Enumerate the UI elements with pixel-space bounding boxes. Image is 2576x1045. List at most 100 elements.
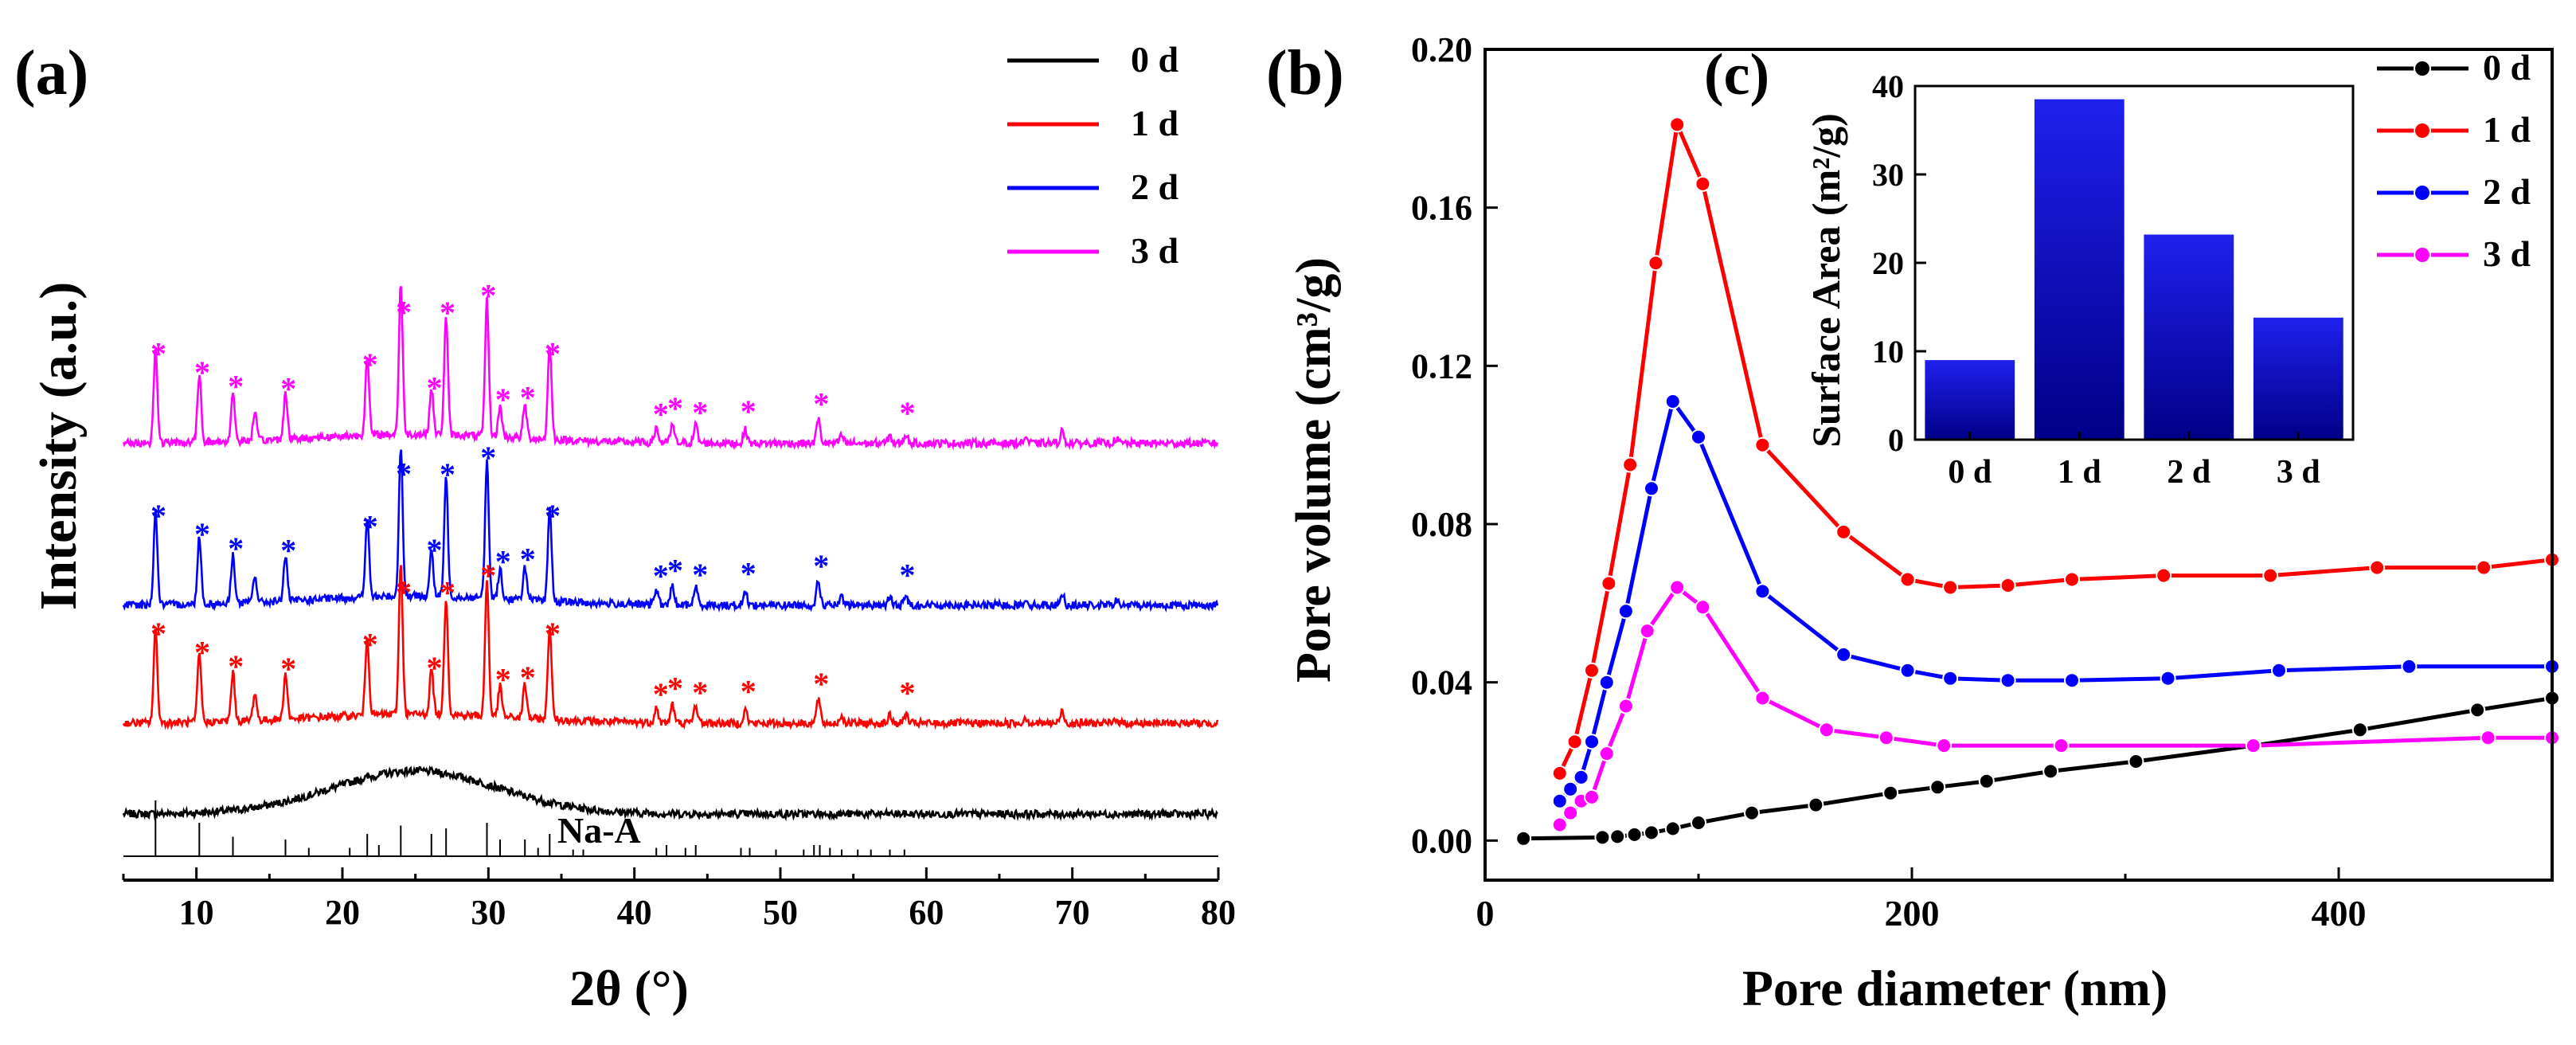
- peak-star-2-d: *: [667, 552, 683, 588]
- pore-point-3-d: [1818, 722, 1835, 738]
- pore-point-2-d: [1664, 393, 1681, 409]
- peak-star-2-d: *: [813, 548, 829, 584]
- pore-point-2-d: [1691, 429, 1706, 445]
- pore-point-1-d: [2156, 567, 2172, 584]
- peak-star-2-d: *: [900, 557, 916, 593]
- peak-star-1-d: *: [900, 675, 916, 711]
- panel-b-y-tick-label: 0.04: [1411, 663, 1472, 703]
- panel-c-x-tick-label: 0 d: [1948, 454, 1992, 491]
- peak-star-2-d: *: [362, 509, 378, 545]
- pore-point-1-d: [2476, 559, 2492, 576]
- panel-c-x-tick-label: 3 d: [2277, 454, 2320, 491]
- peak-star-2-d: *: [545, 498, 561, 534]
- peak-star-3-d: *: [362, 346, 378, 382]
- panel-a-x-tick-label: 80: [1201, 893, 1236, 932]
- pore-point-0-d: [1744, 804, 1760, 821]
- pore-point-1-d: [2262, 567, 2279, 584]
- panel-b-y-tick-label: 0.08: [1411, 505, 1472, 544]
- legend-label-2-d: 2 d: [1131, 166, 1179, 207]
- panel-a-x-tick-label: 10: [179, 893, 214, 932]
- peak-star-3-d: *: [741, 393, 756, 429]
- peak-star-1-d: *: [280, 651, 296, 687]
- pore-point-3-d: [1598, 746, 1615, 762]
- pore-point-2-d: [1999, 672, 2016, 689]
- panel-c-axes: 0 10 20 30 40 0 d 1 d 2 d 3 d: [1872, 68, 2355, 491]
- pore-point-2-d: [2271, 662, 2287, 679]
- pore-point-0-d: [1515, 830, 1532, 847]
- peak-star-1-d: *: [396, 574, 412, 610]
- pore-point-0-d: [1929, 779, 1946, 796]
- legend-label-0-d: 0 d: [1131, 39, 1179, 80]
- peak-star-2-d: *: [495, 543, 511, 579]
- pore-point-0-d: [1664, 820, 1681, 837]
- pore-point-0-d: [2128, 753, 2144, 769]
- panel-c-x-tick-label: 2 d: [2167, 454, 2211, 491]
- pore-point-2-d: [1617, 603, 1634, 620]
- legend-label-1-d: 1 d: [2483, 109, 2531, 150]
- pore-point-0-d: [1882, 785, 1899, 801]
- pore-point-3-d: [2245, 738, 2261, 754]
- peak-star-2-d: *: [194, 516, 210, 552]
- pore-point-0-d: [1978, 773, 1995, 789]
- panel-a-x-axis-label: 2θ (°): [569, 960, 689, 1016]
- legend-marker-1-d: [2414, 122, 2431, 139]
- xrd-trace-0-d: [122, 765, 1218, 822]
- pore-point-1-d: [1669, 116, 1686, 133]
- peak-star-2-d: *: [653, 558, 669, 594]
- panel-c-y-tick-label: 10: [1872, 334, 1904, 370]
- panel-b-x-tick-label: 200: [1885, 893, 1940, 933]
- panel-c-y-tick-label: 30: [1872, 157, 1904, 193]
- pore-point-1-d: [1584, 662, 1600, 679]
- pore-point-2-d: [1573, 769, 1589, 785]
- panel-b-y-tick-label: 0.12: [1411, 346, 1472, 386]
- peak-star-3-d: *: [440, 295, 455, 331]
- pore-point-2-d: [1598, 674, 1615, 691]
- pore-point-3-d: [1639, 623, 1655, 640]
- panel-c-y-axis-label: Surface Area (m²/g): [1804, 113, 1848, 448]
- xrd-trace-3-d: [122, 286, 1219, 451]
- peak-star-2-d: *: [692, 557, 708, 593]
- na-a-reference-sticks: [123, 800, 1218, 857]
- pore-point-1-d: [1648, 255, 1664, 272]
- panel-b-label: (b): [1266, 38, 1344, 108]
- pore-point-1-d: [1942, 579, 1959, 596]
- peak-star-2-d: *: [228, 530, 244, 566]
- peak-star-1-d: *: [440, 574, 455, 610]
- pore-point-3-d: [2053, 738, 2070, 754]
- panel-c-x-tick-label: 1 d: [2058, 454, 2101, 491]
- peak-star-3-d: *: [545, 336, 561, 372]
- pore-point-1-d: [1551, 765, 1568, 781]
- peak-star-1-d: *: [545, 616, 561, 652]
- pore-point-3-d: [1551, 816, 1568, 833]
- peak-star-3-d: *: [653, 396, 669, 432]
- peak-star-2-d: *: [741, 556, 756, 592]
- pore-point-0-d: [1808, 796, 1824, 813]
- reference-label: Na-A: [557, 810, 641, 851]
- pore-point-0-d: [2042, 763, 2059, 780]
- pore-point-2-d: [1754, 583, 1771, 600]
- pore-point-0-d: [1594, 829, 1611, 846]
- pore-point-3-d: [2480, 730, 2496, 746]
- panel-a-x-tick-label: 20: [325, 893, 360, 932]
- panel-b-y-tick-label: 0.20: [1411, 30, 1472, 69]
- surface-area-bar-1-d: [2034, 99, 2125, 440]
- pore-point-2-d: [2064, 672, 2080, 689]
- pore-point-2-d: [1644, 480, 1659, 497]
- peak-star-1-d: *: [520, 659, 536, 695]
- peak-star-1-d: *: [653, 676, 669, 712]
- panel-b-x-axis-label: Pore diameter (nm): [1742, 960, 2168, 1016]
- panel-b-x-tick-label: 400: [2312, 893, 2367, 933]
- panel-c-y-tick-label: 40: [1872, 68, 1904, 104]
- panel-a-x-tick-label: 30: [471, 893, 506, 932]
- pore-point-2-d: [2401, 658, 2418, 675]
- legend-label-1-d: 1 d: [1131, 103, 1179, 143]
- panel-c-surface-area-inset: (c) 0 10 20 30 40 0 d 1 d 2 d 3 d Surface Area (…: [1704, 42, 2355, 491]
- panel-a-xrd: (a) ** * ***** ** **** * * * *** * ***** ** **** * * * *…: [14, 38, 1236, 1016]
- pore-point-1-d: [1601, 575, 1617, 592]
- peak-star-3-d: *: [495, 382, 511, 417]
- surface-area-bar-2-d: [2144, 234, 2234, 440]
- pore-point-3-d: [1878, 730, 1894, 746]
- legend-marker-0-d: [2414, 60, 2431, 77]
